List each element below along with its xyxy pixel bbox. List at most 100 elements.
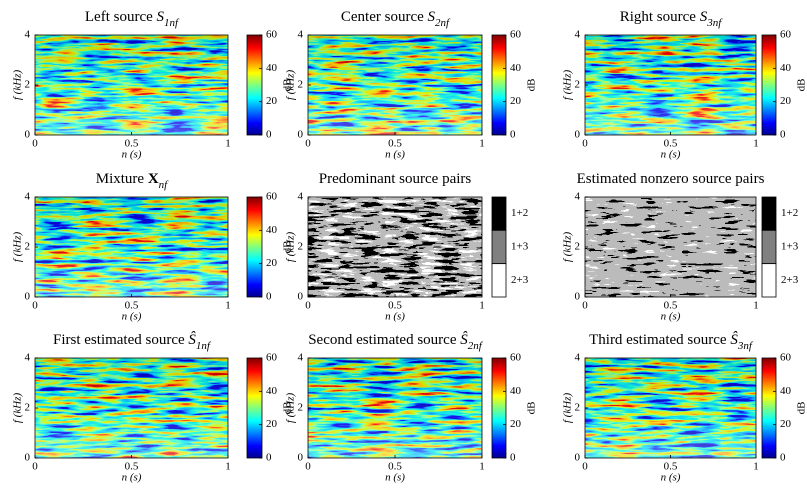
title-symbol: X: [148, 171, 159, 187]
y-axis-label: f (kHz): [285, 70, 297, 101]
colorbar-label: dB: [796, 402, 807, 415]
x-tick-label: 0.5: [125, 461, 139, 473]
x-tick-label: 0: [32, 138, 38, 150]
title-text: Center source: [341, 9, 428, 25]
colorbar-tick-label: 20: [780, 418, 792, 430]
colorbar-tick-label: 60: [510, 29, 522, 41]
colorbar-tick-label: 60: [266, 352, 278, 364]
title-symbol: S: [428, 9, 436, 25]
title-symbol: S: [157, 9, 165, 25]
x-tick-label: 0.5: [388, 300, 402, 312]
y-tick-label: 0: [575, 129, 581, 141]
colorbar-tick-label: 40: [510, 62, 522, 74]
x-tick-label: 0: [305, 138, 311, 150]
title-text: Mixture: [96, 171, 148, 187]
colorbar-tick-label: 20: [266, 418, 278, 430]
x-tick-label: 1: [753, 300, 759, 312]
colorbar-tick-label: 40: [780, 62, 792, 74]
colorbar-category-label: 1+2: [511, 207, 528, 219]
colorbar-label: dB: [526, 79, 538, 92]
colorbar: [491, 357, 507, 459]
title-symbol: Ŝ: [460, 331, 468, 348]
y-tick-label: 0: [25, 452, 31, 464]
title-text: Estimated nonzero source pairs: [577, 171, 765, 187]
y-axis-label: f (kHz): [285, 393, 297, 424]
panel: Predominant source pairs 0 0.5 1 0 2 4 n (s) f (…: [285, 171, 529, 322]
y-tick-label: 4: [575, 352, 581, 364]
colorbar-category-label: 2+3: [511, 274, 529, 286]
y-tick-label: 2: [25, 79, 31, 91]
panel: Second estimated source Ŝ2nf 0 0.5 1 0 2 4 n (s…: [285, 331, 538, 483]
y-axis-label: f (kHz): [12, 232, 24, 263]
colorbar-tick-label: 60: [266, 191, 278, 203]
spectrogram-image: [585, 197, 756, 297]
title-text: Right source: [620, 9, 700, 25]
y-tick-label: 4: [575, 191, 581, 203]
colorbar-category-label: 2+3: [781, 274, 799, 286]
panel: Mixture Xnf 0 0.5 1 0 2 4 n (s) f (kHz) 0 20 40 60 dB: [12, 171, 294, 322]
x-tick-label: 0.5: [388, 461, 402, 473]
y-axis-label: f (kHz): [285, 232, 297, 263]
x-tick-label: 1: [225, 138, 231, 150]
panel: Estimated nonzero source pairs 0 0.5 1 0 2 4 n …: [562, 171, 799, 322]
y-tick-label: 2: [298, 79, 304, 91]
colorbar-tick-label: 0: [266, 452, 272, 464]
x-axis-label: n (s): [661, 149, 681, 161]
colorbar-tick-label: 40: [780, 385, 792, 397]
panel-title: Right source S3nf: [620, 9, 724, 28]
colorbar-tick-label: 0: [510, 452, 516, 464]
panel-title: Left source S1nf: [85, 9, 180, 28]
x-axis-label: n (s): [122, 472, 142, 484]
y-tick-label: 4: [298, 29, 304, 41]
y-tick-label: 0: [298, 129, 304, 141]
x-axis-label: n (s): [122, 149, 142, 161]
x-tick-label: 0.5: [664, 461, 678, 473]
colorbar-tick-label: 0: [780, 452, 786, 464]
y-tick-label: 2: [298, 241, 304, 253]
colorbar-tick-label: 40: [266, 385, 278, 397]
title-symbol: Ŝ: [730, 331, 738, 348]
colorbar-label: dB: [796, 79, 807, 92]
title-text: Third estimated source: [589, 332, 730, 348]
colorbar-swatch: [491, 196, 507, 231]
title-text: Second estimated source: [308, 332, 460, 348]
colorbar: [246, 357, 263, 459]
y-tick-label: 2: [298, 402, 304, 414]
colorbar-label: dB: [282, 241, 294, 254]
x-tick-label: 0: [582, 300, 588, 312]
panel: First estimated source Ŝ1nf 0 0.5 1 0 2 4 n (s)…: [12, 331, 294, 483]
x-axis-label: n (s): [385, 149, 405, 161]
y-tick-label: 4: [298, 191, 304, 203]
colorbar-tick-label: 20: [510, 95, 522, 107]
y-tick-label: 0: [298, 452, 304, 464]
x-tick-label: 1: [225, 300, 231, 312]
x-tick-label: 1: [753, 461, 759, 473]
colorbar-swatch: [761, 196, 777, 231]
y-tick-label: 2: [25, 241, 31, 253]
panel-title: Second estimated source Ŝ2nf: [308, 331, 484, 351]
x-tick-label: 0: [305, 300, 311, 312]
title-subscript: 2nf: [435, 17, 451, 29]
colorbar-tick-label: 60: [266, 29, 278, 41]
colorbar-tick-label: 20: [266, 95, 278, 107]
x-tick-label: 0.5: [125, 300, 139, 312]
colorbar-tick-label: 40: [510, 385, 522, 397]
title-subscript: 2nf: [468, 340, 484, 352]
x-tick-label: 0.5: [664, 138, 678, 150]
colorbar-tick-label: 60: [780, 29, 792, 41]
colorbar-label: dB: [526, 402, 538, 415]
colorbar-tick-label: 20: [510, 418, 522, 430]
y-tick-label: 0: [25, 129, 31, 141]
y-axis-label: f (kHz): [562, 393, 574, 424]
title-text: Left source: [85, 9, 157, 25]
colorbar-category-label: 1+3: [511, 241, 529, 253]
y-tick-label: 2: [575, 241, 581, 253]
title-symbol: S: [700, 9, 708, 25]
colorbar-tick-label: 0: [266, 291, 272, 303]
y-tick-label: 4: [575, 29, 581, 41]
y-tick-label: 2: [25, 402, 31, 414]
title-text: Predominant source pairs: [319, 171, 472, 187]
x-tick-label: 1: [479, 300, 485, 312]
panel: Right source S3nf 0 0.5 1 0 2 4 n (s) f (kHz) 0 20…: [562, 9, 807, 160]
